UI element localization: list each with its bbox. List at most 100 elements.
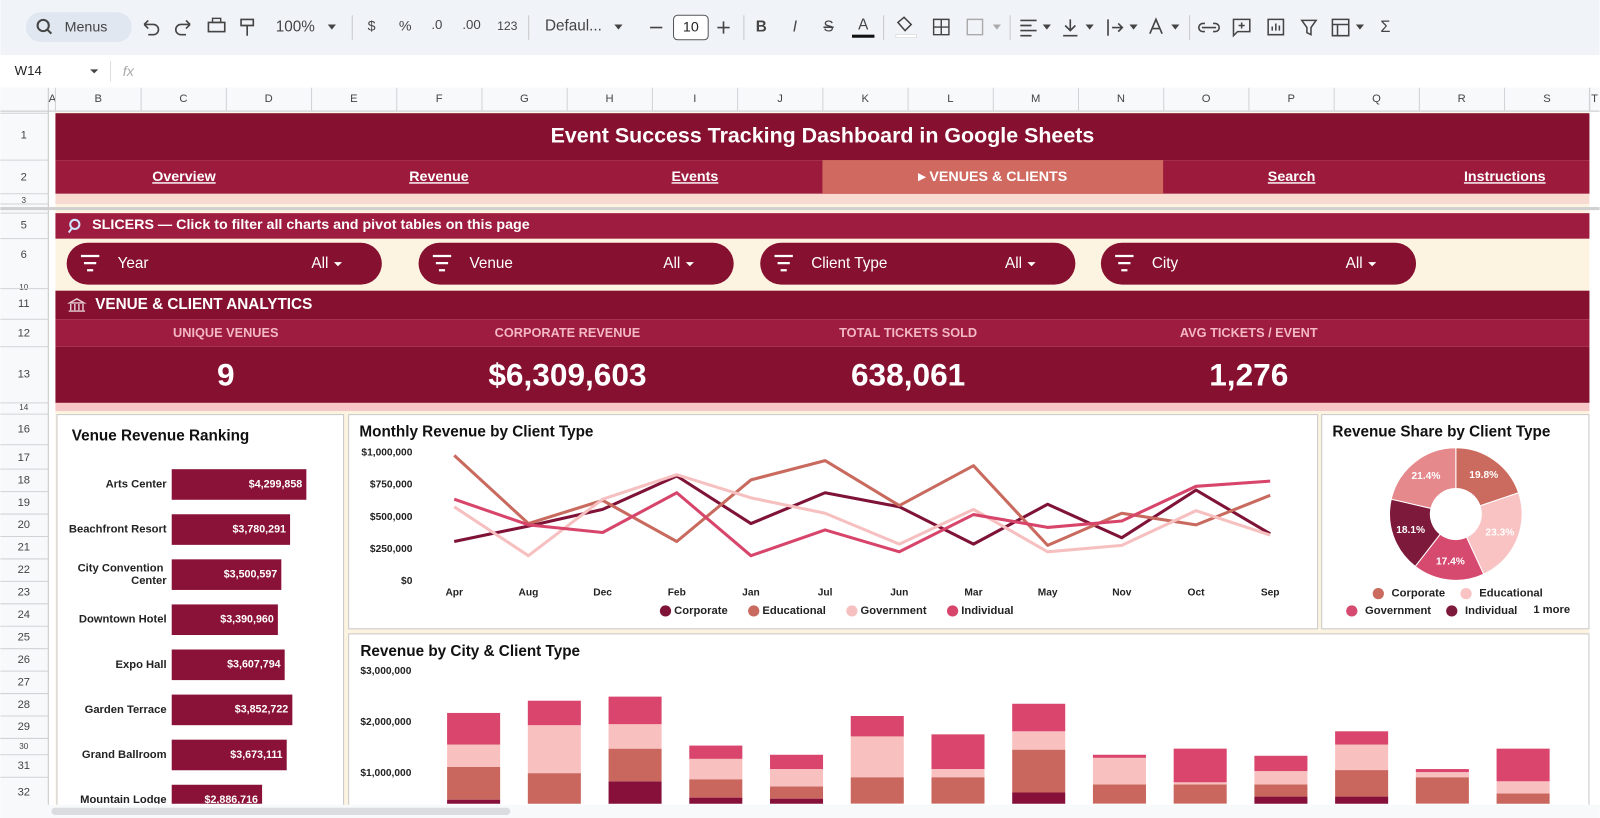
bar[interactable] [171,739,287,771]
slicer-label[interactable]: Venue [470,255,513,272]
rotate-icon[interactable] [1149,17,1163,34]
search-box[interactable] [25,12,132,42]
legend-more[interactable]: 1 more [1533,604,1570,616]
chart-panel[interactable] [1321,414,1590,630]
bar[interactable] [171,649,285,681]
bar-segment[interactable] [770,754,824,770]
increase-decimal[interactable]: .00 [462,17,480,32]
chart-icon[interactable] [1267,18,1285,36]
bar-segment[interactable] [1335,770,1389,797]
bar-segment[interactable] [1335,731,1389,745]
bar-segment[interactable] [1173,784,1227,804]
bar-segment[interactable] [447,767,501,800]
bar-segment[interactable] [850,736,904,778]
bar-segment[interactable] [1415,777,1469,804]
bar-segment[interactable] [931,734,985,770]
tab-link[interactable]: Overview [152,169,216,185]
bar-segment[interactable] [447,744,501,768]
fill-color-icon[interactable] [896,16,913,32]
slicer-label[interactable]: Client Type [811,255,887,272]
bar-segment[interactable] [770,786,824,799]
functions-button[interactable]: Σ [1380,18,1390,36]
slicer-value[interactable]: All [663,255,680,272]
slicer-pill[interactable] [1100,242,1417,285]
text-color-button[interactable]: A [858,17,869,34]
bar-segment[interactable] [608,781,662,818]
bar-segment[interactable] [689,745,743,759]
bar-segment[interactable] [1496,748,1550,782]
bar-segment[interactable] [608,748,662,782]
align-icon[interactable] [1020,19,1037,37]
bar-segment[interactable] [931,769,985,778]
bar-segment[interactable] [1254,796,1308,818]
bar-segment[interactable] [1012,703,1066,732]
bar-segment[interactable] [770,798,824,818]
bar-segment[interactable] [931,777,985,804]
bar-segment[interactable] [1092,784,1146,804]
tab-link[interactable]: Events [672,169,719,185]
redo-icon[interactable] [175,19,191,36]
bar[interactable] [171,469,307,500]
slicer-value[interactable]: All [1346,255,1363,272]
chart-panel[interactable] [348,414,1319,630]
filter-icon[interactable] [1300,19,1318,36]
bar-segment[interactable] [608,696,662,725]
bar-segment[interactable] [1254,784,1308,797]
paint-format-icon[interactable] [240,18,255,36]
pie-slice[interactable] [1390,447,1457,509]
slicer-label[interactable]: Year [118,255,149,272]
increase-font-icon[interactable] [717,21,730,34]
link-icon[interactable] [1198,22,1220,33]
bar-segment[interactable] [1496,793,1550,809]
valign-icon[interactable] [1063,19,1078,37]
bar-segment[interactable] [1254,755,1308,772]
pie-slice[interactable] [1389,498,1441,568]
bar-segment[interactable] [1012,792,1066,818]
bar-segment[interactable] [1496,781,1550,794]
pie-slice[interactable] [1455,447,1520,507]
comment-icon[interactable] [1232,18,1251,38]
line-series[interactable] [453,474,1271,546]
bar-segment[interactable] [1012,731,1066,750]
bar-segment[interactable] [1092,754,1146,758]
slicer-label[interactable]: City [1152,255,1179,272]
percent-format[interactable]: % [399,18,412,34]
bar-segment[interactable] [527,773,581,806]
bar[interactable] [171,784,263,816]
tab-link[interactable]: Revenue [409,169,469,185]
slicer-pill[interactable] [418,242,734,285]
currency-format[interactable]: $ [368,18,376,34]
strikethrough-button[interactable]: S [823,19,833,36]
bar-segment[interactable] [770,769,824,787]
font-size-box[interactable] [673,14,709,41]
bar-segment[interactable] [527,725,581,774]
number-format[interactable]: 123 [497,19,518,33]
bar[interactable] [171,694,293,726]
bar-segment[interactable] [689,779,743,798]
bar-segment[interactable] [527,700,581,726]
slicer-pill[interactable] [66,242,382,285]
bar-segment[interactable] [1012,749,1066,793]
active-tab-label[interactable]: ▸ VENUES & CLIENTS [917,169,1067,185]
bar-segment[interactable] [1335,796,1389,818]
bar-segment[interactable] [1254,771,1308,785]
bar-segment[interactable] [1415,769,1469,773]
bar[interactable] [171,559,282,590]
bar-segment[interactable] [1335,744,1389,771]
bar[interactable] [171,514,291,545]
slicer-pill[interactable] [760,242,1076,285]
bold-button[interactable]: B [756,19,767,36]
bar-segment[interactable] [1173,748,1227,783]
line-series[interactable] [453,479,1271,558]
bar-segment[interactable] [1415,772,1469,778]
line-series[interactable] [453,473,1271,558]
table-icon[interactable] [1331,18,1350,37]
font-family[interactable]: Defaul... [545,18,602,35]
bar-segment[interactable] [1173,782,1227,785]
bar-segment[interactable] [850,777,904,804]
bar-segment[interactable] [608,724,662,749]
font-size[interactable]: 10 [683,19,699,35]
tab-link[interactable]: Search [1268,169,1316,185]
slicer-value[interactable]: All [311,255,328,272]
wrap-icon[interactable] [1107,19,1124,36]
